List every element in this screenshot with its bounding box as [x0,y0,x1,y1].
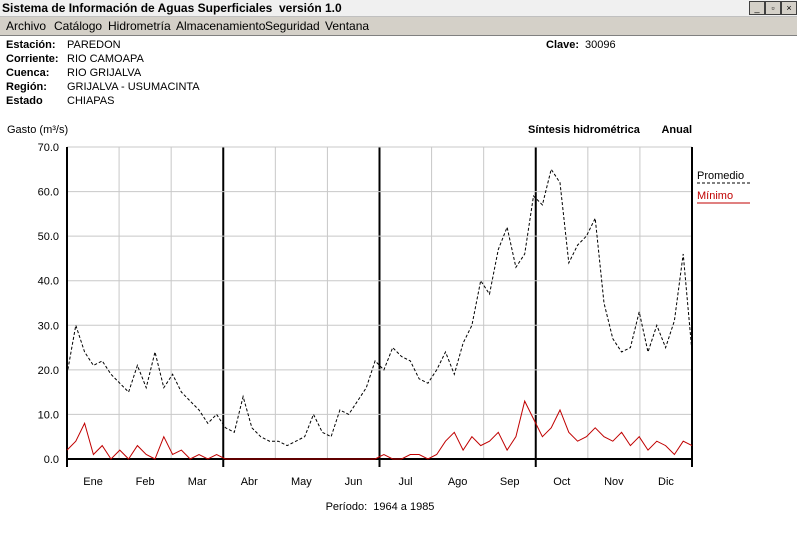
series-line [66,168,693,447]
clave-value: 30096 [585,39,616,51]
x-tick-label: Mar [188,476,207,488]
x-tick-label: Sep [500,476,520,488]
y-tick-label: 40.0 [38,276,59,288]
minimize-button[interactable]: _ [749,1,765,15]
x-tick-label: Jul [399,476,413,488]
field-value: CHIAPAS [67,95,114,107]
title-bar: Sistema de Información de Aguas Superfic… [0,0,797,17]
y-tick-label: 20.0 [38,365,59,377]
series-line [66,399,693,460]
field-value: PAREDON [67,39,121,51]
chart-subtitle: Anual [661,124,692,136]
legend-label: Mínimo [697,190,733,202]
menu-item[interactable]: Seguridad [265,19,320,33]
menu-item[interactable]: Ventana [325,19,370,33]
field-value: RIO GRIJALVA [67,67,142,79]
x-tick-label: Jun [345,476,363,488]
field-value: RIO CAMOAPA [67,53,144,65]
field-label: Corriente: [6,53,59,65]
restore-button[interactable]: ▫ [765,1,781,15]
y-tick-label: 30.0 [38,320,59,332]
field-value: GRIJALVA - USUMACINTA [67,81,200,93]
close-button[interactable]: × [781,1,797,15]
y-tick-label: 70.0 [38,142,59,154]
chart-title: Síntesis hidrométrica [528,124,641,136]
period-label: Período: 1964 a 1985 [326,501,435,513]
field-label: Estado [6,95,43,107]
y-tick-label: 50.0 [38,231,59,243]
y-tick-label: 60.0 [38,187,59,199]
y-tick-label: 0.0 [44,454,59,466]
y-axis-label: Gasto (m³/s) [7,124,68,136]
window-title: Sistema de Información de Aguas Superfic… [2,1,342,15]
x-tick-label: Nov [604,476,624,488]
menu-item[interactable]: Archivo [6,19,47,33]
content: Estación: PAREDON Corriente: RIO CAMOAPA Cue… [6,39,750,513]
x-tick-label: Oct [553,476,570,488]
x-tick-label: Feb [136,476,155,488]
field-label: Cuenca: [6,67,49,79]
menu-item[interactable]: Hidrometría [108,19,171,33]
x-tick-label: May [291,476,312,488]
legend-label: Promedio [697,170,744,182]
y-tick-label: 10.0 [38,409,59,421]
field-label: Estación: [6,39,56,51]
menu-item[interactable]: Catálogo [54,19,103,33]
menu-item[interactable]: Almacenamiento [176,19,266,33]
x-tick-label: Ago [448,476,468,488]
menu-bar: Archivo Catálogo Hidrometría Almacenamiento… [0,17,797,36]
x-tick-label: Dic [658,476,674,488]
x-tick-label: Ene [83,476,103,488]
field-label: Región: [6,81,47,93]
clave-label: Clave: [546,39,579,51]
x-tick-label: Abr [241,476,258,488]
